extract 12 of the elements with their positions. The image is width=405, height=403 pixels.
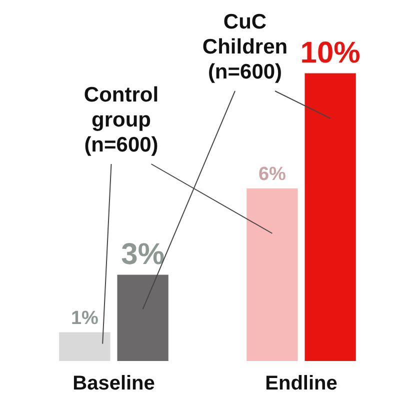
data-label: 1% — [70, 308, 99, 329]
x-tick-label: Endline — [265, 372, 338, 395]
x-tick-label: Baseline — [72, 372, 155, 395]
data-label: 6% — [258, 164, 286, 186]
bar — [59, 332, 110, 361]
bar — [246, 188, 298, 361]
series-label: CuC Children (n=600) — [202, 10, 288, 84]
data-label: 3% — [121, 238, 164, 271]
text: Control group (n=600) — [84, 83, 159, 156]
data-label: 10% — [300, 36, 360, 70]
bar — [304, 73, 356, 361]
bar — [117, 274, 168, 361]
